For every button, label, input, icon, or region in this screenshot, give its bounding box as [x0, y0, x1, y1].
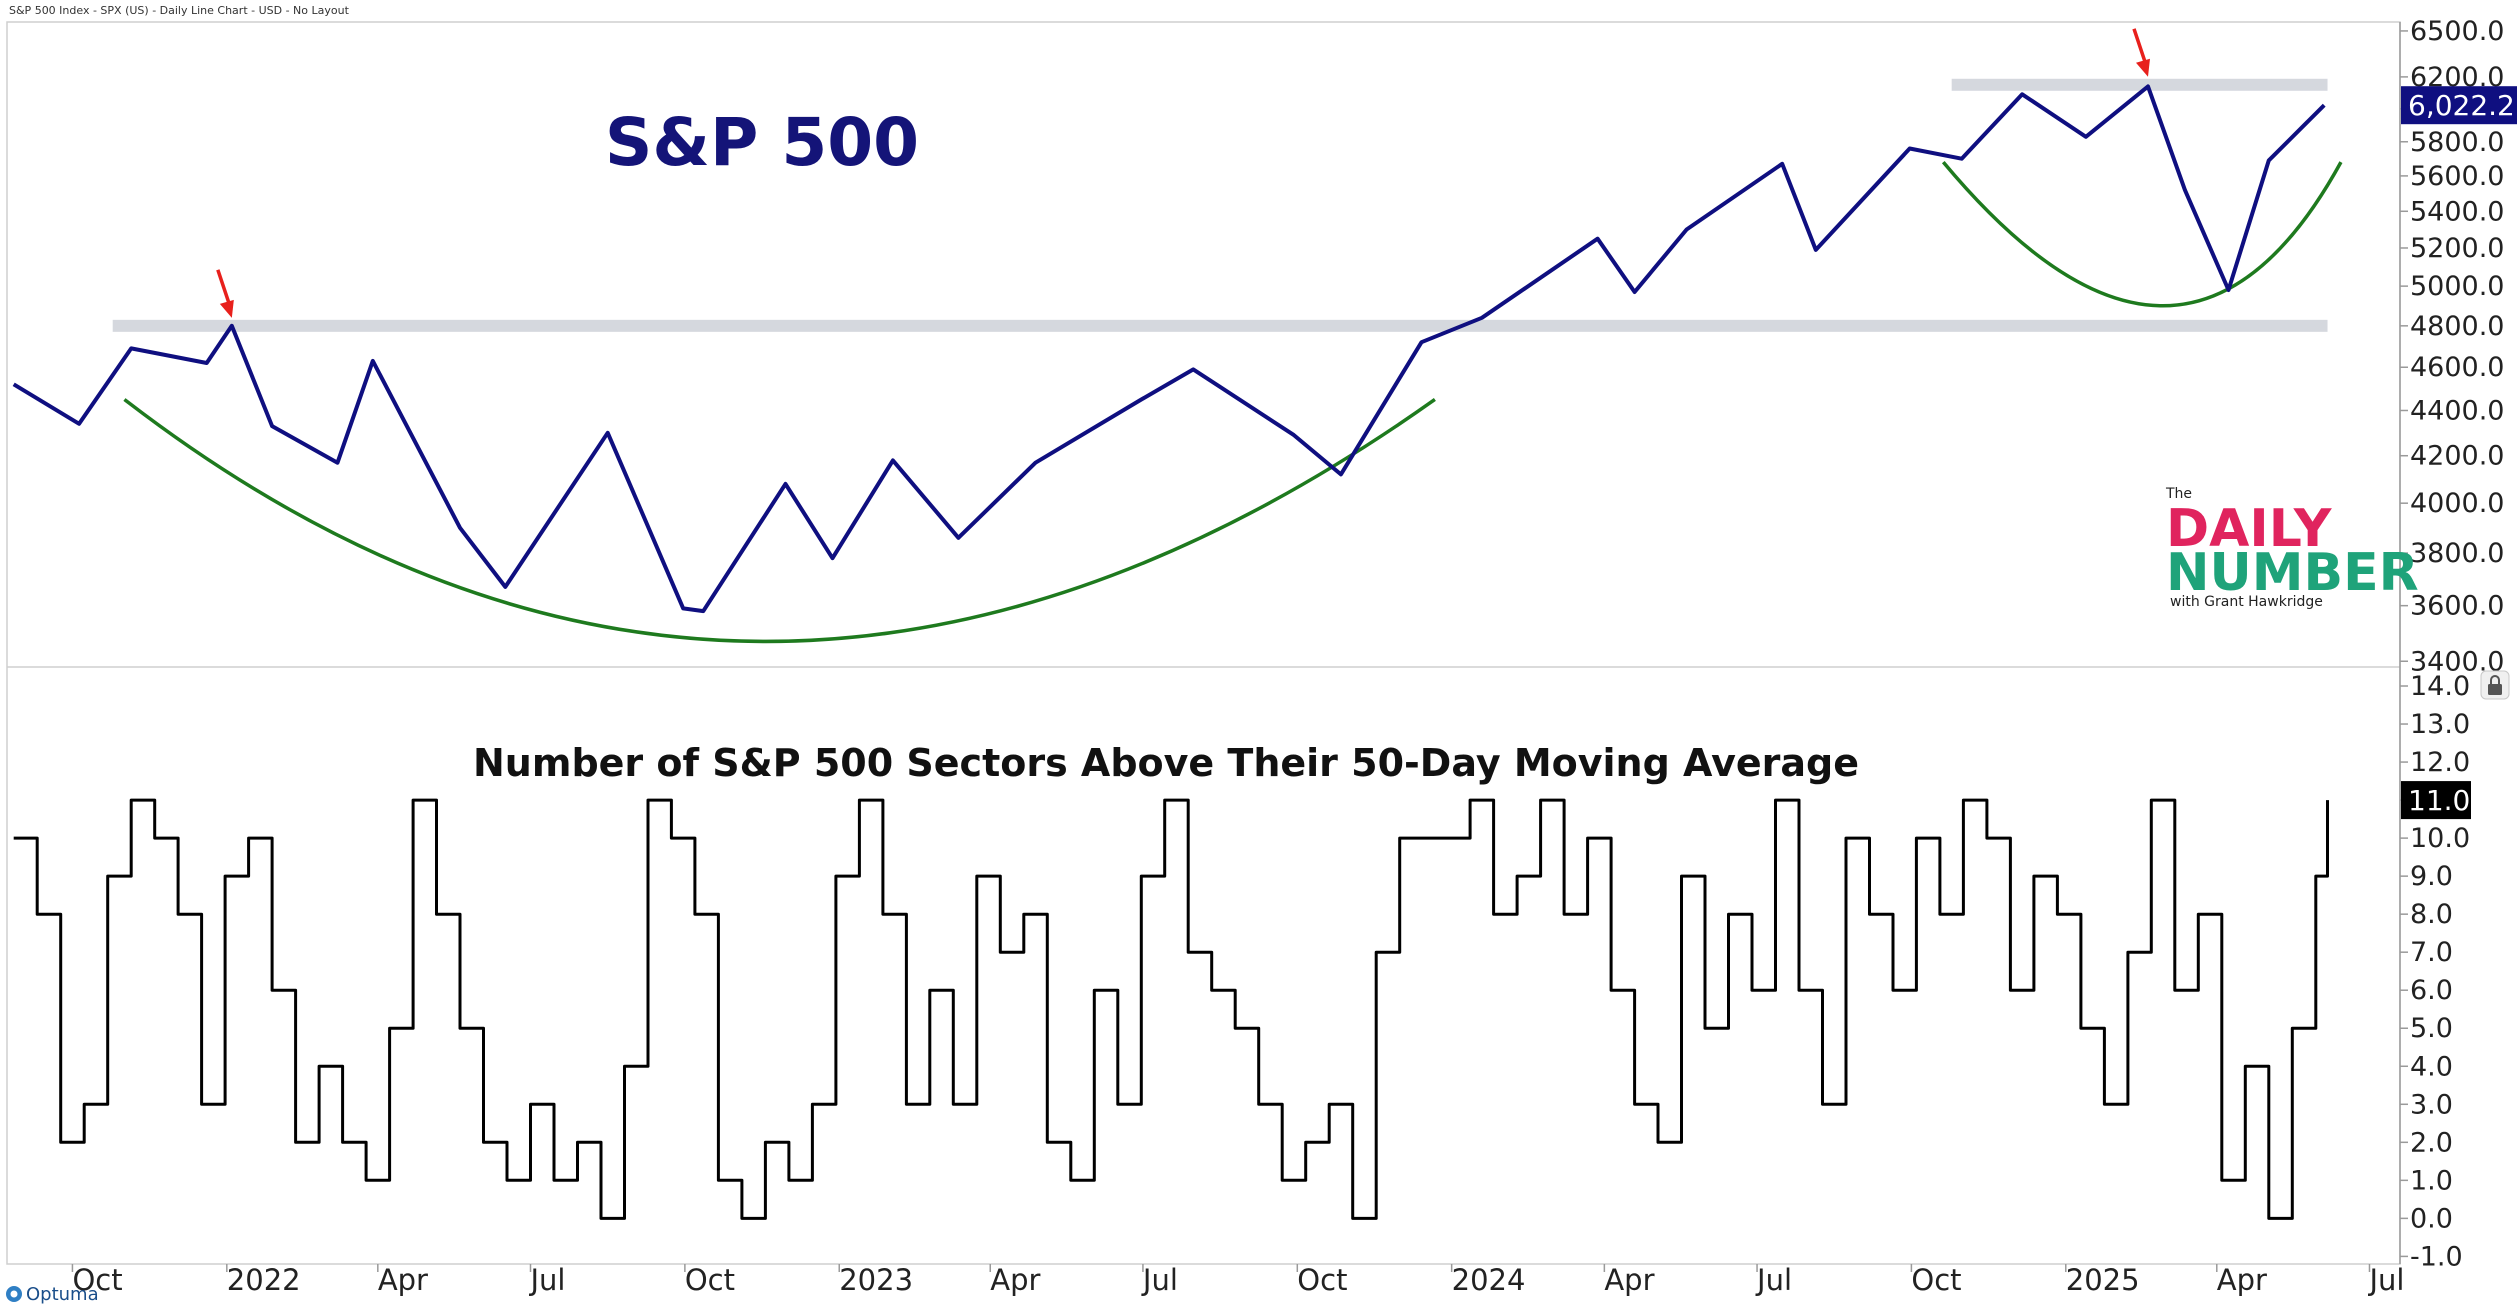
price-tick-label: 4400.0 — [2410, 395, 2504, 426]
resistance-band-2025 — [1951, 78, 2328, 91]
breadth-tick-label: 1.0 — [2410, 1165, 2453, 1196]
price-tick-label: 5000.0 — [2410, 271, 2504, 302]
price-chart-title: S&P 500 — [605, 104, 919, 181]
sectors-above-ma-line — [13, 798, 2329, 1220]
breadth-tick-label: 4.0 — [2410, 1051, 2453, 1082]
x-tick-label: Oct — [685, 1263, 735, 1297]
optuma-logo: Optuma — [6, 1284, 99, 1305]
price-tick-label: 4000.0 — [2410, 488, 2504, 519]
plot-frame — [6, 21, 2401, 1265]
breadth-tick-label: 8.0 — [2410, 899, 2453, 930]
price-tick-label: 3600.0 — [2410, 591, 2504, 622]
base-arc-2025 — [1941, 160, 2343, 308]
price-tick-label: 5200.0 — [2410, 233, 2504, 264]
last-price-marker: 6,022.2 — [2401, 86, 2517, 125]
x-tick-label: Oct — [1297, 1263, 1347, 1297]
breadth-tick-label: 5.0 — [2410, 1013, 2453, 1044]
price-tick-label: 5800.0 — [2410, 127, 2504, 158]
breadth-tick-label: 2.0 — [2410, 1127, 2453, 1158]
price-tick-label: 5600.0 — [2410, 161, 2504, 192]
x-tick-label: Apr — [990, 1263, 1040, 1297]
breadth-tick-label: 10.0 — [2410, 823, 2470, 854]
base-arc-2022-2023 — [123, 398, 1436, 644]
breadth-tick-label: 0.0 — [2410, 1203, 2453, 1234]
price-tick-label: 4800.0 — [2410, 311, 2504, 342]
price-tick-label: 4600.0 — [2410, 352, 2504, 383]
breadth-tick-label: -1.0 — [2410, 1241, 2463, 1272]
x-tick-label: Jul — [1141, 1263, 1178, 1297]
price-tick-label: 5400.0 — [2410, 196, 2504, 227]
x-tick-label: Apr — [378, 1263, 428, 1297]
x-tick-label: Oct — [72, 1263, 122, 1297]
x-tick-label: Jul — [529, 1263, 566, 1297]
breadth-tick-label: 9.0 — [2410, 861, 2453, 892]
sp500-price-line — [12, 84, 2326, 614]
last-price-label: 6,022.2 — [2408, 89, 2515, 122]
logo-tagline-text: with Grant Hawkridge — [2170, 594, 2323, 610]
daily-number-logo: The DAILY NUMBER with Grant Hawkridge — [2165, 486, 2419, 610]
breadth-chart-title: Number of S&P 500 Sectors Above Their 50… — [473, 741, 1859, 785]
resistance-band-2022 — [112, 319, 2328, 332]
peak-arrow-2022 — [216, 269, 234, 318]
x-tick-label: 2023 — [839, 1263, 913, 1297]
last-breadth-label: 11.0 — [2408, 784, 2470, 817]
lock-icon[interactable] — [2480, 670, 2510, 700]
logo-the-text: The — [2165, 486, 2192, 502]
chart-header: S&P 500 Index - SPX (US) - Daily Line Ch… — [9, 4, 350, 17]
x-tick-label: Jul — [1755, 1263, 1792, 1297]
peak-arrow-2025 — [2132, 28, 2150, 77]
logo-number-text: NUMBER — [2166, 543, 2419, 603]
price-tick-label: 3800.0 — [2410, 538, 2504, 569]
breadth-tick-label: 3.0 — [2410, 1089, 2453, 1120]
logo-daily-text: DAILY — [2166, 499, 2333, 559]
x-tick-label: 2022 — [227, 1263, 301, 1297]
breadth-tick-label: 6.0 — [2410, 975, 2453, 1006]
last-breadth-marker: 11.0 — [2401, 781, 2471, 820]
price-tick-label: 6500.0 — [2410, 16, 2504, 47]
x-tick-label: 2024 — [1452, 1263, 1526, 1297]
price-tick-label: 4200.0 — [2410, 441, 2504, 472]
x-tick-label: Oct — [1911, 1263, 1961, 1297]
x-tick-label: 2025 — [2066, 1263, 2140, 1297]
breadth-tick-label: 14.0 — [2410, 671, 2470, 702]
x-tick-label: Apr — [2217, 1263, 2267, 1297]
x-tick-label: Jul — [2367, 1263, 2404, 1297]
optuma-text: Optuma — [26, 1284, 99, 1305]
breadth-tick-label: 12.0 — [2410, 747, 2470, 778]
x-tick-label: Apr — [1604, 1263, 1654, 1297]
breadth-tick-label: 7.0 — [2410, 937, 2453, 968]
breadth-tick-label: 13.0 — [2410, 709, 2470, 740]
